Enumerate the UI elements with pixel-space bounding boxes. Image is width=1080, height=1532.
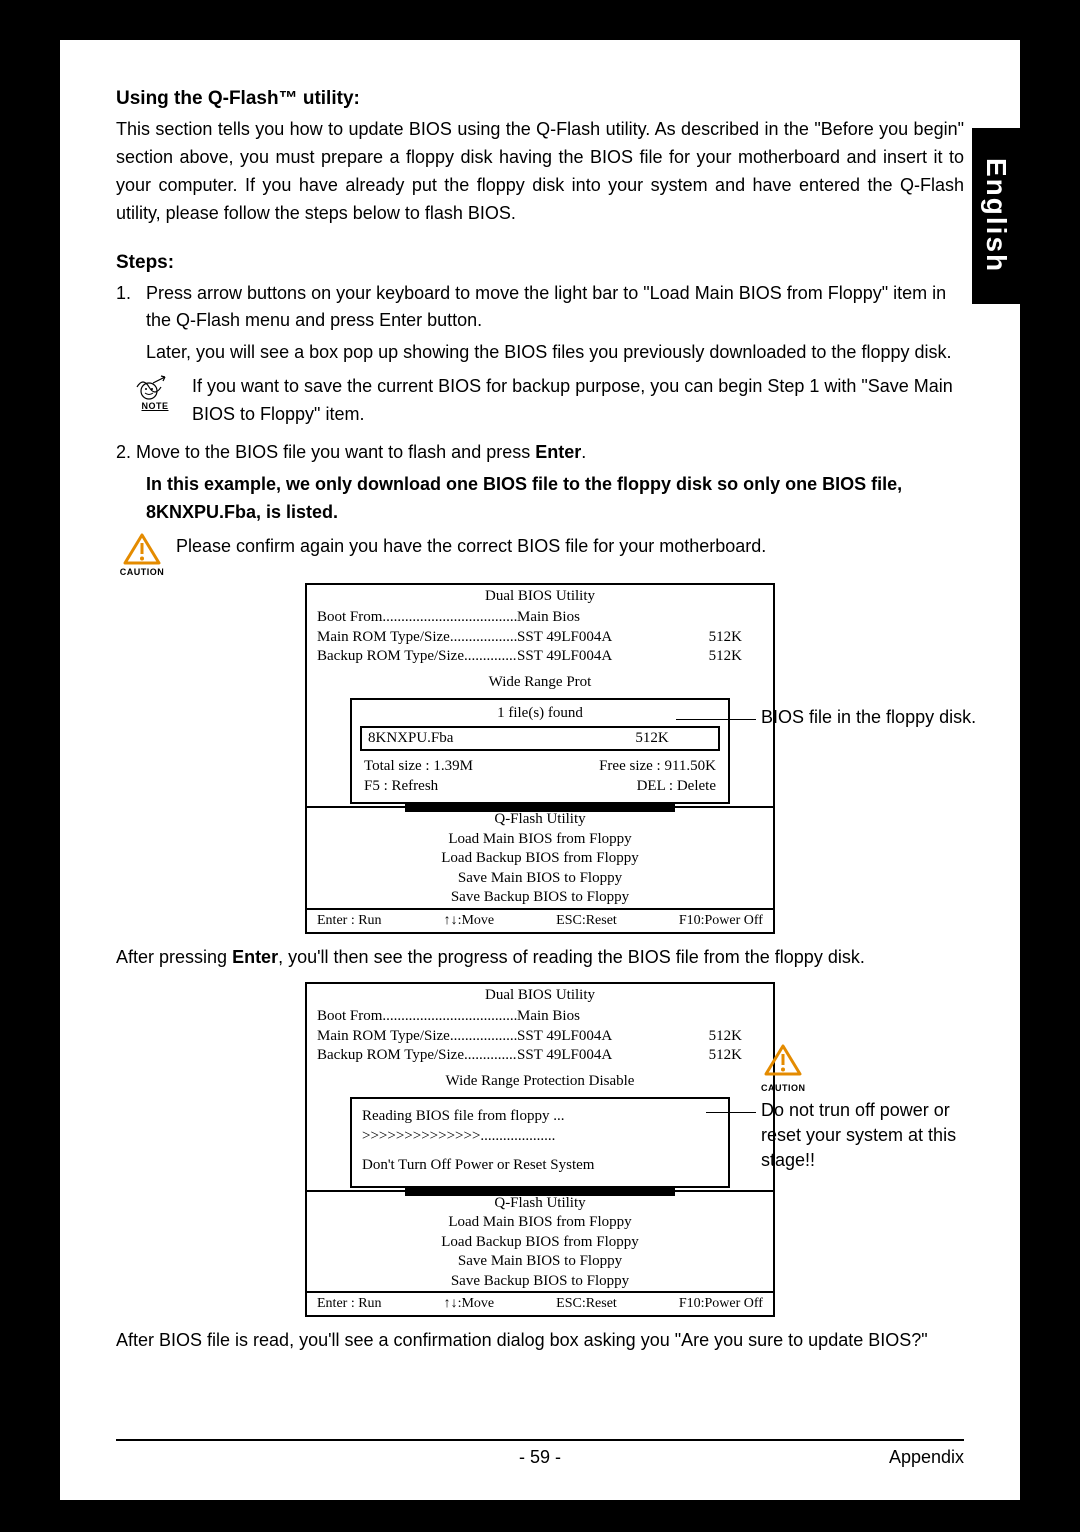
- menu-item: Save Main BIOS to Floppy: [307, 1252, 773, 1272]
- wide-range-cut: Wide Range Prot: [317, 673, 763, 693]
- steps-title: Steps:: [116, 252, 964, 274]
- note-label: NOTE: [128, 401, 182, 411]
- bios-row-s: 512K: [662, 1027, 742, 1047]
- page: English Using the Q-Flash™ utility: This…: [60, 40, 1020, 1500]
- step-2-bold: Enter: [535, 442, 581, 462]
- page-footer: - 59 - Appendix: [116, 1439, 964, 1468]
- caution-icon: CAUTION: [116, 533, 168, 577]
- step-2: 2. Move to the BIOS file you want to fla…: [116, 439, 964, 467]
- footer-item: ESC:Reset: [556, 912, 617, 930]
- bios-screenshot-1: Dual BIOS Utility Boot From.............…: [116, 583, 964, 934]
- after-enter-text: After pressing Enter, you'll then see th…: [116, 944, 964, 972]
- bios-row-v: SST 49LF004A: [517, 647, 662, 667]
- bios-row-k: Boot From...............................…: [317, 608, 517, 628]
- note-text: If you want to save the current BIOS for…: [192, 373, 964, 429]
- page-number: - 59 -: [236, 1447, 844, 1468]
- bold-example: In this example, we only download one BI…: [146, 471, 964, 527]
- qflash-title: Q-Flash Utility: [307, 806, 773, 830]
- del-delete: DEL : Delete: [637, 777, 716, 797]
- bios-row-k: Backup ROM Type/Size..................: [317, 1046, 517, 1066]
- wide-range: Wide Range Protection Disable: [317, 1072, 763, 1092]
- bios-row-s: [662, 1007, 742, 1027]
- step-num: 1.: [116, 280, 146, 336]
- menu-item: Load Main BIOS from Floppy: [307, 830, 773, 850]
- footer-item: ESC:Reset: [556, 1295, 617, 1313]
- reading-popup: Reading BIOS file from floppy ... >>>>>>…: [350, 1097, 730, 1188]
- menu-item: Load Backup BIOS from Floppy: [307, 1233, 773, 1253]
- bios-row-s: 512K: [662, 628, 742, 648]
- bios-row-v: Main Bios: [517, 608, 662, 628]
- qflash-menu: Load Main BIOS from Floppy Load Backup B…: [307, 830, 773, 908]
- bios-footer: Enter : Run ↑↓:Move ESC:Reset F10:Power …: [307, 908, 773, 932]
- bios-row-v: SST 49LF004A: [517, 1046, 662, 1066]
- bios-row-v: SST 49LF004A: [517, 1027, 662, 1047]
- note: NOTE If you want to save the current BIO…: [128, 373, 964, 429]
- section-body: This section tells you how to update BIO…: [116, 116, 964, 228]
- step-2-post: .: [581, 442, 586, 462]
- bios-footer: Enter : Run ↑↓:Move ESC:Reset F10:Power …: [307, 1291, 773, 1315]
- step-1: 1. Press arrow buttons on your keyboard …: [116, 280, 964, 336]
- dont-turn-off: Don't Turn Off Power or Reset System: [362, 1156, 718, 1176]
- bios-row-k: Boot From...............................…: [317, 1007, 517, 1027]
- file-popup: 1 file(s) found 8KNXPU.Fba 512K Total si…: [350, 698, 730, 804]
- caution-label: CAUTION: [116, 567, 168, 577]
- footer-item: ↑↓:Move: [444, 1295, 495, 1313]
- bios-row-k: Main ROM Type/Size......................: [317, 1027, 517, 1047]
- bios-row-v: SST 49LF004A: [517, 628, 662, 648]
- file-name: 8KNXPU.Fba: [368, 729, 592, 749]
- free-size: Free size : 911.50K: [599, 757, 716, 777]
- section-title: Using the Q-Flash™ utility:: [116, 88, 964, 110]
- menu-item: Save Main BIOS to Floppy: [307, 869, 773, 889]
- bios-row-k: Backup ROM Type/Size..................: [317, 647, 517, 667]
- callout-bios-file: BIOS file in the floppy disk.: [761, 705, 981, 730]
- menu-item: Save Backup BIOS to Floppy: [307, 888, 773, 908]
- file-size: 512K: [592, 729, 712, 749]
- menu-item: Load Backup BIOS from Floppy: [307, 849, 773, 869]
- footer-item: Enter : Run: [317, 1295, 382, 1313]
- callout-dont-turn-off: Do not trun off power or reset your syst…: [761, 1098, 981, 1174]
- reading-text: Reading BIOS file from floppy ...: [362, 1107, 718, 1127]
- f5-refresh: F5 : Refresh: [364, 777, 438, 797]
- qflash-menu: Load Main BIOS from Floppy Load Backup B…: [307, 1213, 773, 1291]
- caution-row: CAUTION Please confirm again you have th…: [116, 533, 964, 577]
- total-size: Total size : 1.39M: [364, 757, 473, 777]
- note-icon: NOTE: [128, 373, 182, 411]
- footer-item: Enter : Run: [317, 912, 382, 930]
- bios-row-s: 512K: [662, 647, 742, 667]
- menu-item: Save Backup BIOS to Floppy: [307, 1272, 773, 1292]
- qflash-title: Q-Flash Utility: [307, 1190, 773, 1214]
- bios-row-v: Main Bios: [517, 1007, 662, 1027]
- bios-row-k: Main ROM Type/Size......................: [317, 628, 517, 648]
- caution-text: Please confirm again you have the correc…: [176, 533, 964, 561]
- bios-title: Dual BIOS Utility: [307, 585, 773, 609]
- language-tab: English: [972, 128, 1020, 304]
- bios-row-s: 512K: [662, 1046, 742, 1066]
- footer-item: F10:Power Off: [679, 1295, 763, 1313]
- footer-item: ↑↓:Move: [444, 912, 495, 930]
- appendix-label: Appendix: [844, 1447, 964, 1468]
- progress-bar: >>>>>>>>>>>>>>....................: [362, 1127, 718, 1147]
- caution-label-2: CAUTION: [761, 1083, 806, 1093]
- footer-item: F10:Power Off: [679, 912, 763, 930]
- file-row: 8KNXPU.Fba 512K: [360, 726, 720, 752]
- bios-row-s: [662, 608, 742, 628]
- caution-icon-2: CAUTION: [761, 1044, 806, 1093]
- bios-title: Dual BIOS Utility: [307, 984, 773, 1008]
- after-read-text: After BIOS file is read, you'll see a co…: [116, 1327, 964, 1355]
- menu-item: Load Main BIOS from Floppy: [307, 1213, 773, 1233]
- bios-screenshot-2: Dual BIOS Utility Boot From.............…: [116, 982, 964, 1318]
- step-text: Press arrow buttons on your keyboard to …: [146, 280, 964, 336]
- step-2-pre: 2. Move to the BIOS file you want to fla…: [116, 442, 535, 462]
- file-count: 1 file(s) found: [360, 704, 720, 724]
- step-1b: Later, you will see a box pop up showing…: [146, 339, 964, 367]
